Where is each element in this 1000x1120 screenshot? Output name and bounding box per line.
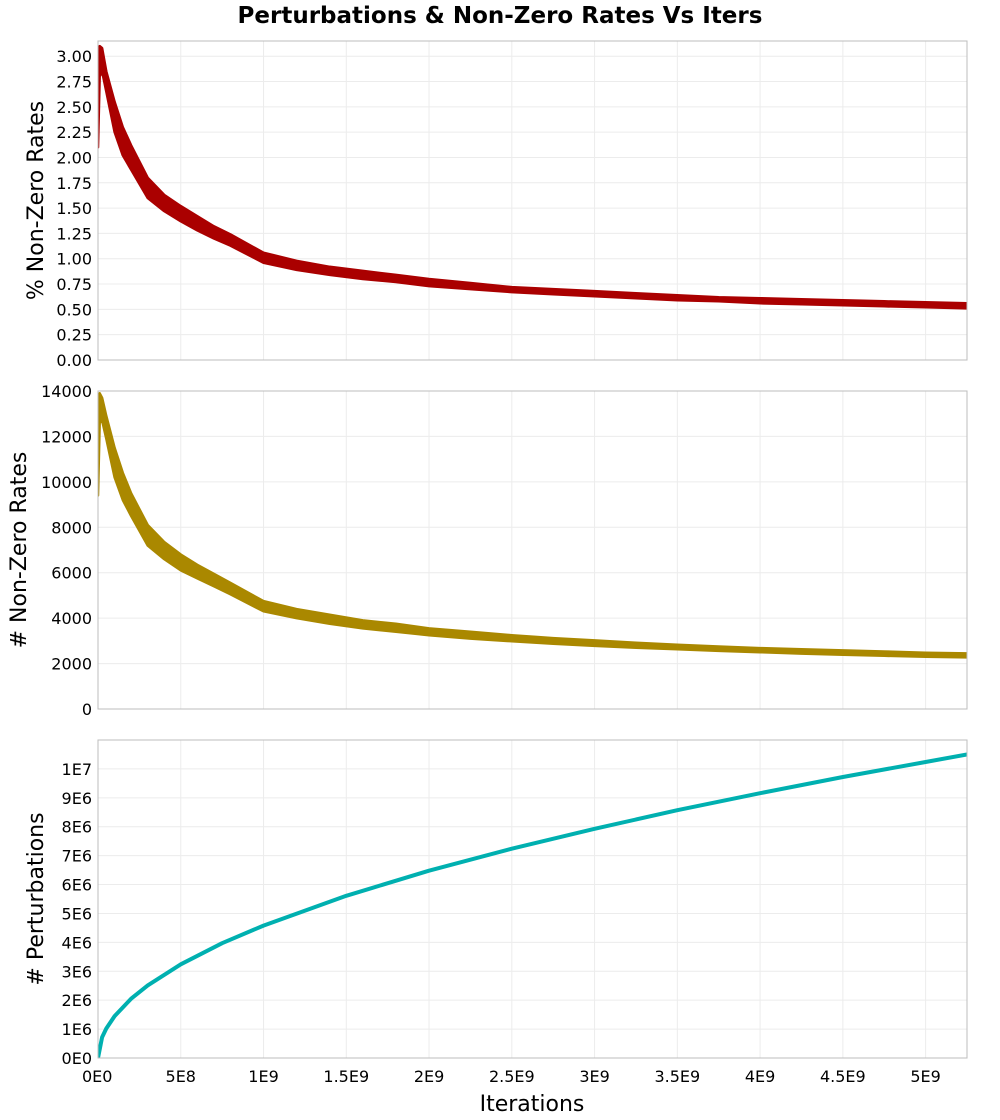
y-tick-label: 0.25 <box>56 326 92 345</box>
y-tick-label: 2.00 <box>56 148 92 167</box>
y-axis-label: # Perturbations <box>24 812 49 985</box>
y-tick-label: 1E6 <box>62 1020 92 1039</box>
y-tick-label: 12000 <box>41 427 92 446</box>
x-tick-label: 1.5E9 <box>323 1067 369 1086</box>
panels: 0.00 0.25 0.50 0.75 1.00 1.25 1.50 1.75 2.00 2.25… <box>7 40 968 1086</box>
y-tick-label: 9E6 <box>62 789 92 808</box>
x-tick-label: 1E9 <box>248 1067 278 1086</box>
plot-frame <box>97 40 968 361</box>
series-band <box>98 392 967 659</box>
y-tick-label: 3E6 <box>62 962 92 981</box>
y-axis-label: % Non-Zero Rates <box>24 101 49 300</box>
y-tick-label: 5E6 <box>62 904 92 923</box>
y-tick-label: 0.75 <box>56 275 92 294</box>
x-tick-label: 5E8 <box>166 1067 196 1086</box>
y-tick-label: 0E0 <box>62 1049 92 1068</box>
x-tick-label: 2E9 <box>414 1067 444 1086</box>
panel-2: 0 2000 4000 6000 8000 10000 12000 14000 # Non-Ze… <box>7 382 968 719</box>
y-tick-label: 2000 <box>51 655 92 674</box>
plot-frame <box>97 739 968 1059</box>
x-tick-label: 4E9 <box>745 1067 775 1086</box>
x-axis-label: Iterations <box>480 1092 585 1117</box>
y-tick-label: 1.25 <box>56 224 92 243</box>
y-tick-label: 6E6 <box>62 876 92 895</box>
x-tick-label: 3.5E9 <box>654 1067 700 1086</box>
y-axis-label: # Non-Zero Rates <box>7 452 32 649</box>
y-tick-label: 1.50 <box>56 199 92 218</box>
y-tick-label: 0.50 <box>56 300 92 319</box>
y-tick-label: 1.75 <box>56 174 92 193</box>
series-band <box>98 44 967 310</box>
y-tick-label: 3.00 <box>56 47 92 66</box>
y-tick-label: 4E6 <box>62 933 92 952</box>
x-tick-label: 0E0 <box>82 1067 112 1086</box>
y-tick-label: 6000 <box>51 564 92 583</box>
x-tick-label: 2.5E9 <box>489 1067 535 1086</box>
chart-title: Perturbations & Non-Zero Rates Vs Iters <box>238 3 763 29</box>
y-tick-label: 0 <box>82 700 92 719</box>
y-tick-label: 1E7 <box>62 760 92 779</box>
y-tick-label: 2E6 <box>62 991 92 1010</box>
x-tick-label: 3E9 <box>579 1067 609 1086</box>
y-tick-label: 0.00 <box>56 351 92 370</box>
y-tick-label: 8000 <box>51 518 92 537</box>
y-tick-label: 1.00 <box>56 250 92 269</box>
x-tick-label: 5E9 <box>910 1067 940 1086</box>
y-tick-label: 2.75 <box>56 73 92 92</box>
y-tick-label: 2.25 <box>56 123 92 142</box>
y-tick-label: 14000 <box>41 382 92 401</box>
panel-1: 0.00 0.25 0.50 0.75 1.00 1.25 1.50 1.75 2.00 2.25… <box>24 40 968 370</box>
y-tick-label: 8E6 <box>62 818 92 837</box>
y-tick-label: 4000 <box>51 609 92 628</box>
panel-3: 0E0 1E6 2E6 3E6 4E6 5E6 6E6 7E6 8E6 9E6 1E7 # Pertu… <box>24 739 968 1086</box>
x-tick-label: 4.5E9 <box>820 1067 866 1086</box>
y-tick-label: 2.50 <box>56 98 92 117</box>
plot-frame <box>97 390 968 710</box>
series-line <box>98 752 967 1058</box>
y-tick-label: 10000 <box>41 473 92 492</box>
y-tick-label: 7E6 <box>62 847 92 866</box>
